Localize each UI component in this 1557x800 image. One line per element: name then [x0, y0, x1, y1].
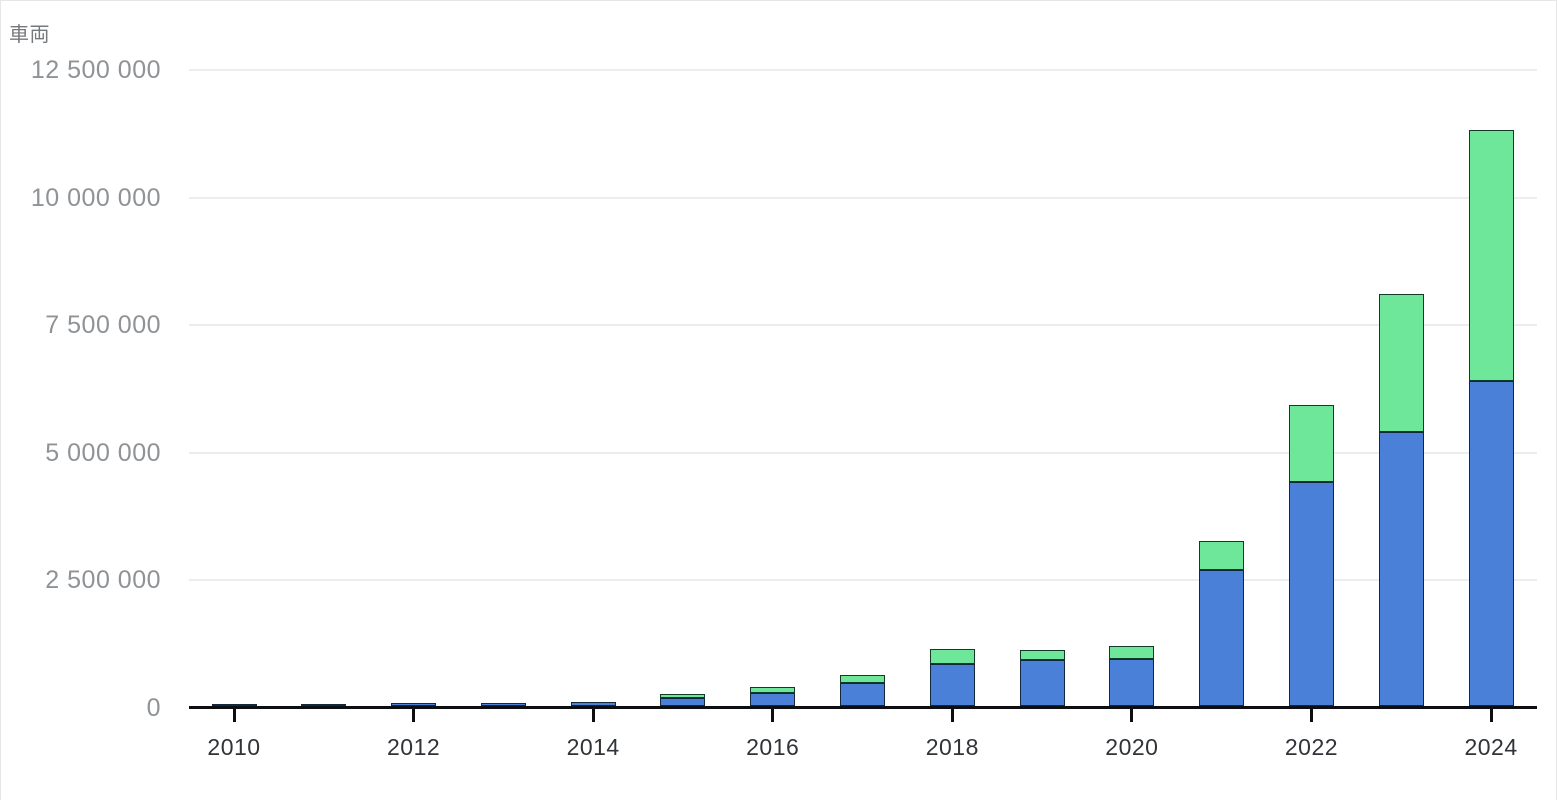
gridline	[189, 196, 1537, 199]
y-axis-unit-label: 車両	[9, 24, 50, 46]
bar-segment-series-1-blue-2016[interactable]	[750, 692, 796, 706]
x-axis-tick	[412, 709, 416, 722]
bar-segment-series-1-blue-2024[interactable]	[1468, 381, 1514, 706]
bar-segment-series-1-blue-2023[interactable]	[1378, 431, 1424, 706]
x-axis-tick-label: 2016	[746, 734, 800, 760]
x-axis-tick	[1309, 709, 1313, 722]
bar-segment-series-2-green-2015[interactable]	[660, 693, 706, 698]
bar-segment-series-1-blue-2012[interactable]	[391, 703, 437, 706]
x-axis-tick	[591, 709, 595, 722]
bar-segment-series-2-green-2022[interactable]	[1288, 404, 1334, 483]
gridline	[189, 69, 1537, 71]
y-axis-tick-label: 0	[146, 694, 161, 722]
bar-segment-series-2-green-2019[interactable]	[1019, 649, 1065, 661]
bar-segment-series-1-blue-2015[interactable]	[660, 697, 706, 706]
bar-segment-series-1-blue-2018[interactable]	[929, 664, 975, 706]
gridline	[189, 451, 1537, 454]
y-axis-tick-label: 5 000 000	[45, 438, 161, 467]
bar-segment-series-2-green-2016[interactable]	[750, 686, 796, 693]
x-axis-tick	[1130, 709, 1134, 722]
x-axis-tick-label: 2010	[207, 734, 261, 760]
x-axis-tick	[950, 709, 954, 722]
x-axis-tick	[1489, 709, 1493, 722]
bar-segment-series-1-blue-2019[interactable]	[1019, 660, 1065, 706]
y-axis-tick-label: 2 500 000	[45, 566, 161, 595]
x-axis-tick-label: 2018	[925, 734, 979, 760]
bar-segment-series-1-blue-2011[interactable]	[301, 703, 347, 706]
plot-area: 2010 2012 2014 2016 2018 2020 2022 2024	[189, 69, 1537, 760]
x-axis-tick	[232, 709, 236, 722]
x-axis-tick-label: 2024	[1464, 734, 1518, 760]
bar-segment-series-2-green-2018[interactable]	[929, 648, 975, 665]
bar-segment-series-2-green-2023[interactable]	[1378, 294, 1424, 432]
bar-segment-series-1-blue-2017[interactable]	[840, 682, 886, 706]
bar-segment-series-1-blue-2021[interactable]	[1199, 570, 1245, 706]
bar-segment-series-1-blue-2022[interactable]	[1288, 482, 1334, 706]
y-axis-tick-label: 10 000 000	[30, 183, 161, 212]
x-axis-line	[189, 706, 1537, 709]
bar-segment-series-1-blue-2010[interactable]	[211, 703, 257, 706]
x-axis-tick-label: 2022	[1284, 734, 1339, 760]
y-axis-tick-label: 7 500 000	[45, 311, 161, 340]
x-axis-tick-label: 2020	[1105, 734, 1159, 760]
bar-segment-series-2-green-2024[interactable]	[1468, 130, 1514, 382]
bar-segment-series-1-blue-2020[interactable]	[1109, 658, 1155, 706]
y-axis-tick-label: 12 500 000	[30, 56, 161, 84]
bar-segment-series-1-blue-2014[interactable]	[570, 701, 616, 706]
bar-segment-series-1-blue-2013[interactable]	[480, 703, 526, 706]
x-axis-tick	[771, 709, 775, 722]
bar-segment-series-2-green-2017[interactable]	[840, 675, 886, 683]
x-axis-tick-label: 2014	[566, 734, 620, 760]
x-axis-tick-label: 2012	[386, 734, 441, 760]
gridline	[189, 324, 1537, 327]
gridline	[189, 579, 1537, 582]
bar-segment-series-2-green-2020[interactable]	[1109, 646, 1155, 659]
bar-segment-series-2-green-2021[interactable]	[1199, 540, 1245, 571]
